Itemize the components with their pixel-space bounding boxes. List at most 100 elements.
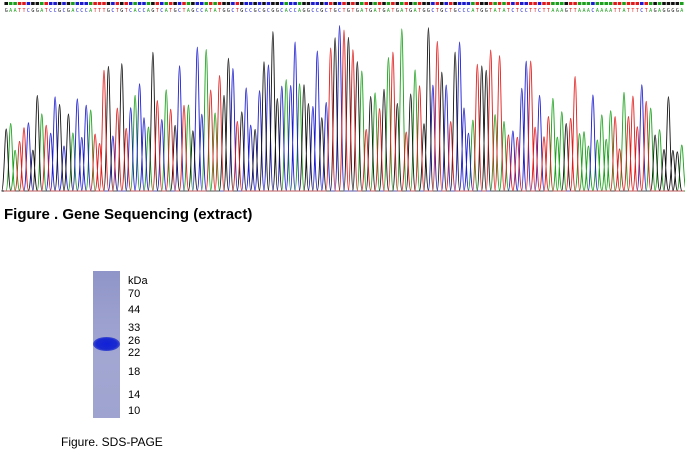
svg-text:T: T [116,8,119,14]
svg-text:T: T [209,8,212,14]
svg-text:G: G [302,8,305,14]
svg-text:T: T [498,8,501,14]
svg-text:C: C [111,8,114,14]
svg-text:G: G [58,8,61,14]
svg-text:A: A [214,8,217,14]
svg-text:T: T [45,8,48,14]
svg-text:C: C [231,8,234,14]
svg-text:G: G [276,8,279,14]
svg-text:T: T [618,8,621,14]
svg-text:T: T [182,8,185,14]
svg-text:C: C [129,8,132,14]
svg-text:T: T [418,8,421,14]
marker-unit-label: kDa [128,275,148,287]
svg-text:A: A [582,8,585,14]
svg-text:G: G [671,8,674,14]
svg-text:T: T [569,8,572,14]
svg-text:C: C [258,8,261,14]
svg-text:A: A [649,8,652,14]
svg-text:C: C [178,8,181,14]
svg-text:T: T [645,8,648,14]
svg-text:G: G [36,8,39,14]
svg-text:G: G [67,8,70,14]
svg-text:T: T [94,8,97,14]
svg-text:C: C [311,8,314,14]
svg-text:A: A [9,8,12,14]
svg-text:C: C [289,8,292,14]
svg-text:A: A [89,8,92,14]
svg-text:A: A [147,8,150,14]
svg-text:T: T [516,8,519,14]
marker-33: 33 [128,322,141,334]
marker-10: 10 [128,405,141,417]
marker-70: 70 [128,288,141,300]
svg-text:G: G [427,8,430,14]
svg-text:G: G [654,8,657,14]
svg-text:C: C [640,8,643,14]
trace-lines [1,25,685,192]
svg-text:C: C [76,8,79,14]
svg-text:A: A [560,8,563,14]
svg-text:T: T [378,8,381,14]
svg-text:A: A [374,8,377,14]
svg-text:A: A [600,8,603,14]
svg-text:A: A [609,8,612,14]
svg-text:C: C [27,8,30,14]
svg-text:C: C [80,8,83,14]
svg-text:T: T [18,8,21,14]
svg-text:A: A [14,8,17,14]
svg-text:T: T [614,8,617,14]
svg-text:C: C [200,8,203,14]
svg-text:C: C [160,8,163,14]
svg-text:G: G [480,8,483,14]
svg-text:C: C [338,8,341,14]
trace-C [4,25,684,192]
svg-text:G: G [191,8,194,14]
svg-text:A: A [134,8,137,14]
svg-text:G: G [262,8,265,14]
svg-text:A: A [387,8,390,14]
svg-text:T: T [236,8,239,14]
svg-text:A: A [471,8,474,14]
svg-text:C: C [325,8,328,14]
svg-text:T: T [169,8,172,14]
svg-text:G: G [676,8,679,14]
svg-text:C: C [267,8,270,14]
svg-text:C: C [458,8,461,14]
svg-text:C: C [54,8,57,14]
svg-text:A: A [40,8,43,14]
svg-text:G: G [307,8,310,14]
svg-text:G: G [356,8,359,14]
svg-text:T: T [391,8,394,14]
svg-text:A: A [187,8,190,14]
svg-text:T: T [342,8,345,14]
svg-text:G: G [174,8,177,14]
svg-text:T: T [156,8,159,14]
marker-22: 22 [128,347,141,359]
svg-text:C: C [445,8,448,14]
svg-text:T: T [102,8,105,14]
svg-text:A: A [556,8,559,14]
svg-text:T: T [436,8,439,14]
svg-text:T: T [631,8,634,14]
svg-text:A: A [502,8,505,14]
protein-band [93,337,120,351]
svg-text:C: C [196,8,199,14]
svg-text:C: C [294,8,297,14]
svg-text:A: A [596,8,599,14]
svg-text:G: G [5,8,8,14]
sds-page-caption: Figure. SDS-PAGE [61,435,163,449]
svg-text:G: G [320,8,323,14]
svg-text:A: A [622,8,625,14]
svg-text:A: A [285,8,288,14]
svg-text:G: G [254,8,257,14]
svg-text:G: G [409,8,412,14]
svg-text:A: A [205,8,208,14]
svg-text:C: C [316,8,319,14]
svg-text:G: G [271,8,274,14]
svg-text:C: C [249,8,252,14]
svg-text:A: A [605,8,608,14]
svg-text:G: G [107,8,110,14]
svg-text:G: G [347,8,350,14]
svg-text:A: A [360,8,363,14]
